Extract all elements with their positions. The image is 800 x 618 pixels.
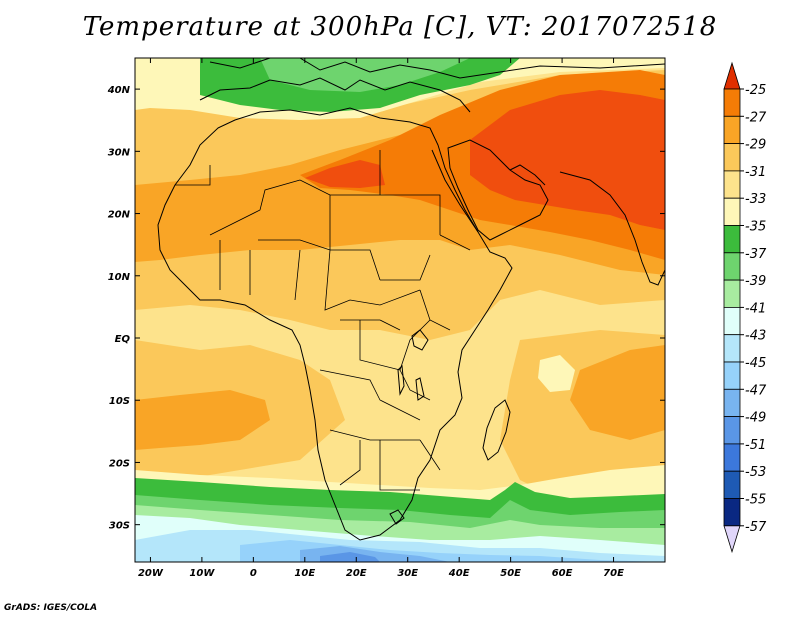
lon-tick-label: 30E [397,568,418,579]
colorbar-swatch [723,361,741,390]
band-25 [470,90,665,230]
colorbar-label: -49 [745,411,766,426]
lon-tick-label: 50E [500,568,521,579]
colorbar-swatch [723,197,741,226]
band-35 [538,355,575,392]
colorbar-label: -39 [745,274,766,289]
colorbar-label: -51 [745,438,766,453]
colorbar-swatch [723,170,741,199]
colorbar-swatch [723,498,741,527]
lon-tick-label: 60E [552,568,573,579]
colorbar-swatch [723,388,741,417]
colorbar-label: -31 [745,165,766,180]
colorbar-swatch [723,279,741,308]
arabian-peninsula-coastline [447,139,549,241]
band-51 [320,552,380,562]
colorbar-label: -33 [745,192,766,207]
colorbar-label: -25 [745,83,766,98]
lesotho-border [389,509,405,525]
colorbar-swatch [723,115,741,145]
colorbar-label: -41 [745,301,766,316]
colorbar-swatch [723,143,741,172]
africa-coastline [157,107,513,541]
colorbar: -25 -27 -29 -31 -33 -35 -37 -39 -41 -43 -45 -47 -49 -… [723,61,767,554]
country-borders [175,150,471,491]
colorbar-swatch [723,443,741,472]
lat-tick-label: 20S [109,458,130,469]
colorbar-label: -37 [745,247,767,262]
colorbar-swatch [723,252,741,281]
plot-frame [134,57,666,563]
lat-tick-label: 10S [109,396,130,407]
map-title: Temperature at 300hPa [C], VT: 201707251… [82,12,718,42]
lon-tick-label: 40E [448,568,470,579]
lat-tick-label: 20N [108,210,131,221]
lon-tick-label: 20W [138,568,164,579]
persian-gulf [509,164,546,186]
south-asia-coastline [559,171,665,286]
coastlines [157,58,665,541]
band-39 [260,58,470,92]
lon-tick-label: 10W [189,568,215,579]
red-sea [431,149,479,233]
colorbar-label: -35 [745,220,766,235]
colorbar-label: -43 [745,329,766,344]
credit-text: GrADS: IGES/COLA [4,603,98,613]
lat-tick-label: 30N [108,147,131,158]
madagascar-coastline [482,399,511,461]
colorbar-label: -55 [745,493,766,508]
lakes [397,329,429,401]
latitude-axis: 40N 30N 20N 10N EQ 10S 20S 30S [107,85,665,532]
band-29 [135,390,270,450]
colorbar-swatch [723,334,741,363]
colorbar-lower-arrow [723,525,741,554]
longitude-axis: 20W 10W 0 10E 20E 30E 40E 50E 60E 70E [138,58,624,579]
lat-tick-label: EQ [115,334,131,345]
colorbar-label: -27 [745,110,767,125]
lon-tick-label: 10E [294,568,315,579]
mediterranean-north-coastline [199,77,471,113]
colorbar-label: -45 [745,356,766,371]
lon-tick-label: 70E [603,568,624,579]
colorbar-swatch [723,306,741,336]
band-29 [570,345,665,440]
lat-tick-label: 30S [109,521,130,532]
colorbar-swatch [723,470,741,499]
band-25 [305,160,385,188]
colorbar-label: -47 [745,383,767,398]
colorbar-swatch [723,225,741,254]
temperature-field [135,58,665,562]
lon-tick-label: 0 [250,568,257,579]
lat-tick-label: 40N [107,85,131,96]
colorbar-label: -53 [745,465,766,480]
colorbar-label: -57 [745,520,767,535]
lon-tick-label: 20E [346,568,367,579]
colorbar-label: -29 [745,138,766,153]
colorbar-swatch [723,88,741,117]
europe-coastline [209,58,665,79]
lat-tick-label: 10N [108,272,131,283]
colorbar-upper-arrow [723,61,741,90]
colorbar-swatch [723,416,741,445]
